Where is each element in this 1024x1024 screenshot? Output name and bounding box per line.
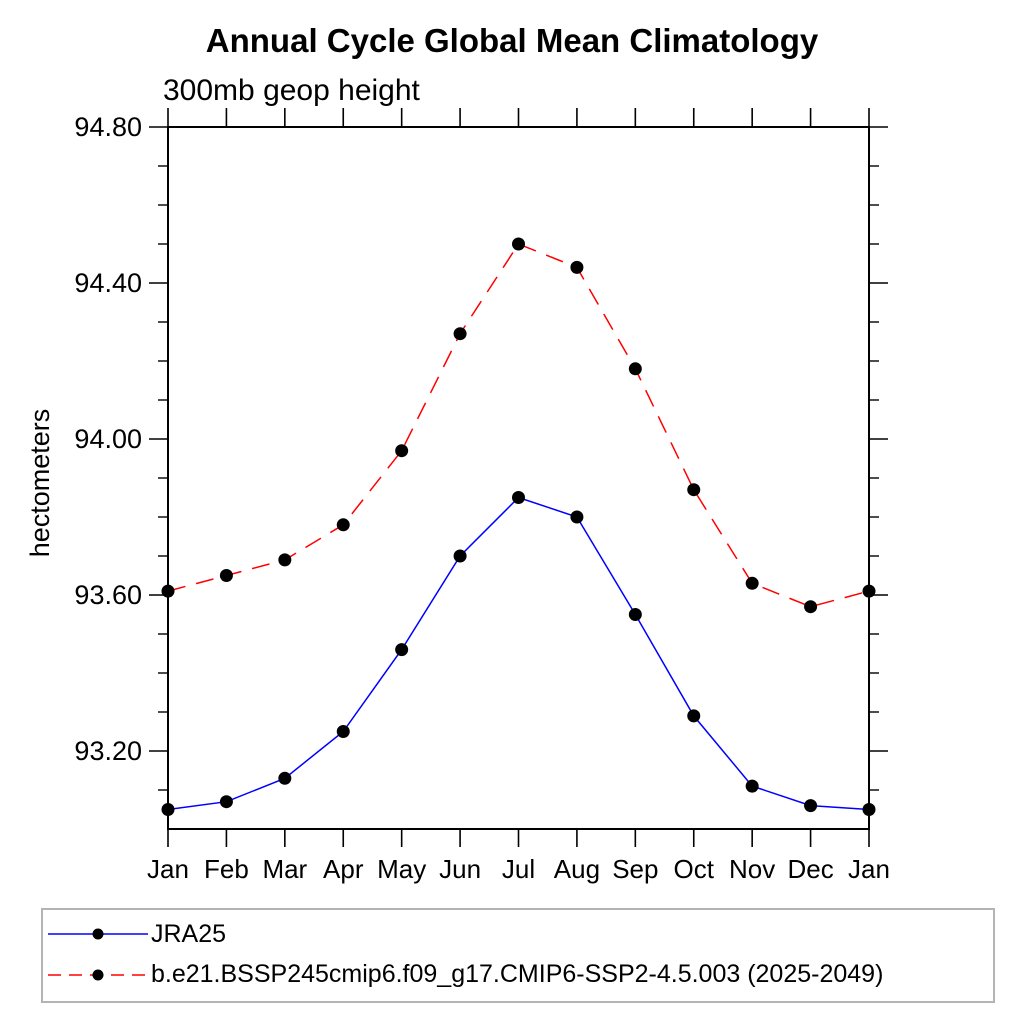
legend-entry-model: b.e21.BSSP245cmip6.f09_g17.CMIP6-SSP2-4.… (43, 955, 993, 995)
y-tick-label: 93.60 (74, 580, 142, 610)
data-point-marker (161, 584, 175, 598)
x-tick-label: Dec (787, 854, 833, 884)
x-axis-ticks (167, 108, 870, 847)
legend-entry-jra25: JRA25 (43, 914, 993, 954)
y-tick-label: 94.80 (74, 112, 142, 142)
y-axis-ticks (149, 126, 888, 791)
data-point-marker (219, 569, 233, 582)
data-point-marker (278, 553, 292, 567)
chart-subtitle: 300mb geop height (163, 74, 420, 107)
data-point-marker (687, 709, 701, 723)
data-point-marker (804, 600, 818, 614)
series-line (167, 496, 870, 811)
data-point-marker (336, 725, 350, 738)
y-tick-label: 94.00 (74, 424, 142, 454)
data-point-marker (570, 260, 584, 274)
series-jra25 (161, 491, 876, 816)
data-point-marker (512, 491, 525, 504)
data-point-marker (395, 643, 409, 657)
data-point-marker (745, 779, 759, 793)
data-point-marker (219, 795, 233, 809)
legend-box: JRA25 b.e21.BSSP245cmip6.f09_g17.CMIP6-S… (41, 908, 995, 1003)
x-tick-label: Oct (674, 854, 715, 884)
legend-label-jra25: JRA25 (151, 919, 227, 948)
data-point-marker (161, 803, 175, 816)
data-point-marker (687, 483, 701, 497)
x-tick-label: Jan (147, 854, 189, 884)
x-axis-tick-labels: Jan Feb Mar Apr May Jun Jul Aug Sep Oct Nov Dec Jan (147, 854, 890, 884)
x-tick-label: Apr (323, 854, 364, 884)
data-point-marker (512, 237, 525, 251)
y-tick-label: 93.20 (74, 736, 142, 766)
data-point-marker (745, 576, 759, 590)
series-model (161, 237, 876, 614)
data-point-marker (570, 510, 584, 524)
legend-line-sample-solid (48, 928, 148, 940)
chart-title: Annual Cycle Global Mean Climatology (205, 22, 819, 59)
data-point-marker (862, 584, 876, 598)
data-point-marker (395, 444, 409, 458)
x-tick-label: Mar (262, 854, 307, 884)
series-line (167, 243, 870, 608)
legend-line-sample-dashed (48, 969, 148, 981)
x-tick-label: Jul (502, 854, 535, 884)
data-point-marker (336, 518, 350, 532)
data-point-marker (628, 362, 642, 376)
x-tick-label: Aug (554, 854, 600, 884)
y-tick-label: 94.40 (74, 268, 142, 298)
y-axis-tick-labels: 94.80 94.40 94.00 93.60 93.20 (74, 112, 142, 766)
data-point-marker (278, 771, 292, 785)
data-point-marker (453, 549, 467, 563)
x-tick-label: Nov (729, 854, 775, 884)
legend-label-model: b.e21.BSSP245cmip6.f09_g17.CMIP6-SSP2-4.… (151, 960, 884, 989)
x-tick-label: Sep (612, 854, 658, 884)
data-point-marker (453, 327, 467, 341)
plot-frame (167, 126, 870, 830)
x-tick-label: May (377, 854, 426, 884)
x-tick-label: Jun (439, 854, 481, 884)
x-tick-label: Feb (204, 854, 249, 884)
x-tick-label: Jan (848, 854, 890, 884)
data-point-marker (862, 803, 876, 816)
data-point-marker (804, 799, 818, 813)
data-point-marker (628, 608, 642, 621)
